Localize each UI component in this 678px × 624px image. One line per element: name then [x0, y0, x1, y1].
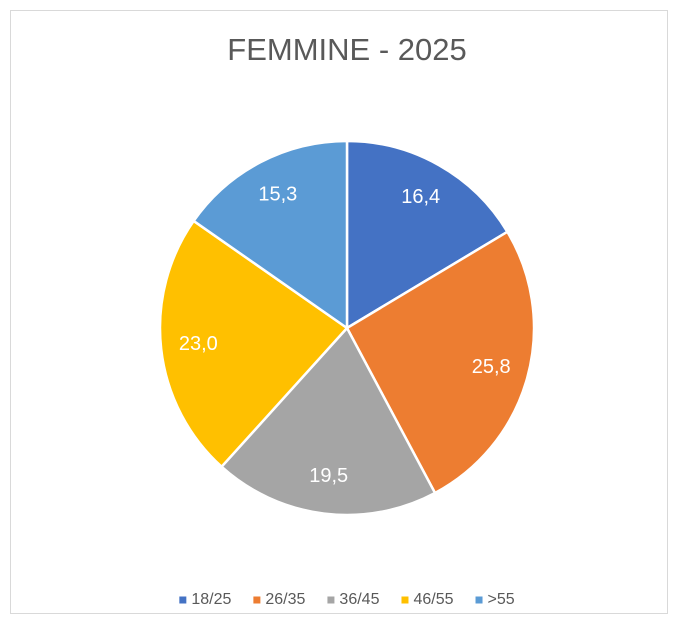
- pie-slice: [345, 139, 510, 331]
- legend-label: 18/25: [191, 591, 231, 608]
- legend-label: 36/45: [339, 591, 379, 608]
- data-label: 25,8: [472, 356, 511, 378]
- legend-swatch: [475, 596, 483, 604]
- chart-title: FEMMINE - 2025: [227, 32, 466, 67]
- pie-slice: [158, 219, 349, 469]
- legend-swatch: [253, 596, 261, 604]
- pie-slice: [345, 230, 536, 495]
- data-label: 16,4: [401, 186, 440, 208]
- legend-swatch: [401, 596, 409, 604]
- data-label: 15,3: [258, 184, 297, 206]
- legend-label: 46/55: [413, 591, 453, 608]
- legend-swatch: [179, 596, 187, 604]
- legend-label: 26/35: [265, 591, 305, 608]
- data-label: 19,5: [309, 465, 348, 487]
- data-label: 23,0: [179, 333, 218, 355]
- pie-slice: [191, 139, 349, 331]
- pie-slice: [219, 325, 437, 517]
- legend-swatch: [327, 596, 335, 604]
- legend-label: >55: [488, 591, 515, 608]
